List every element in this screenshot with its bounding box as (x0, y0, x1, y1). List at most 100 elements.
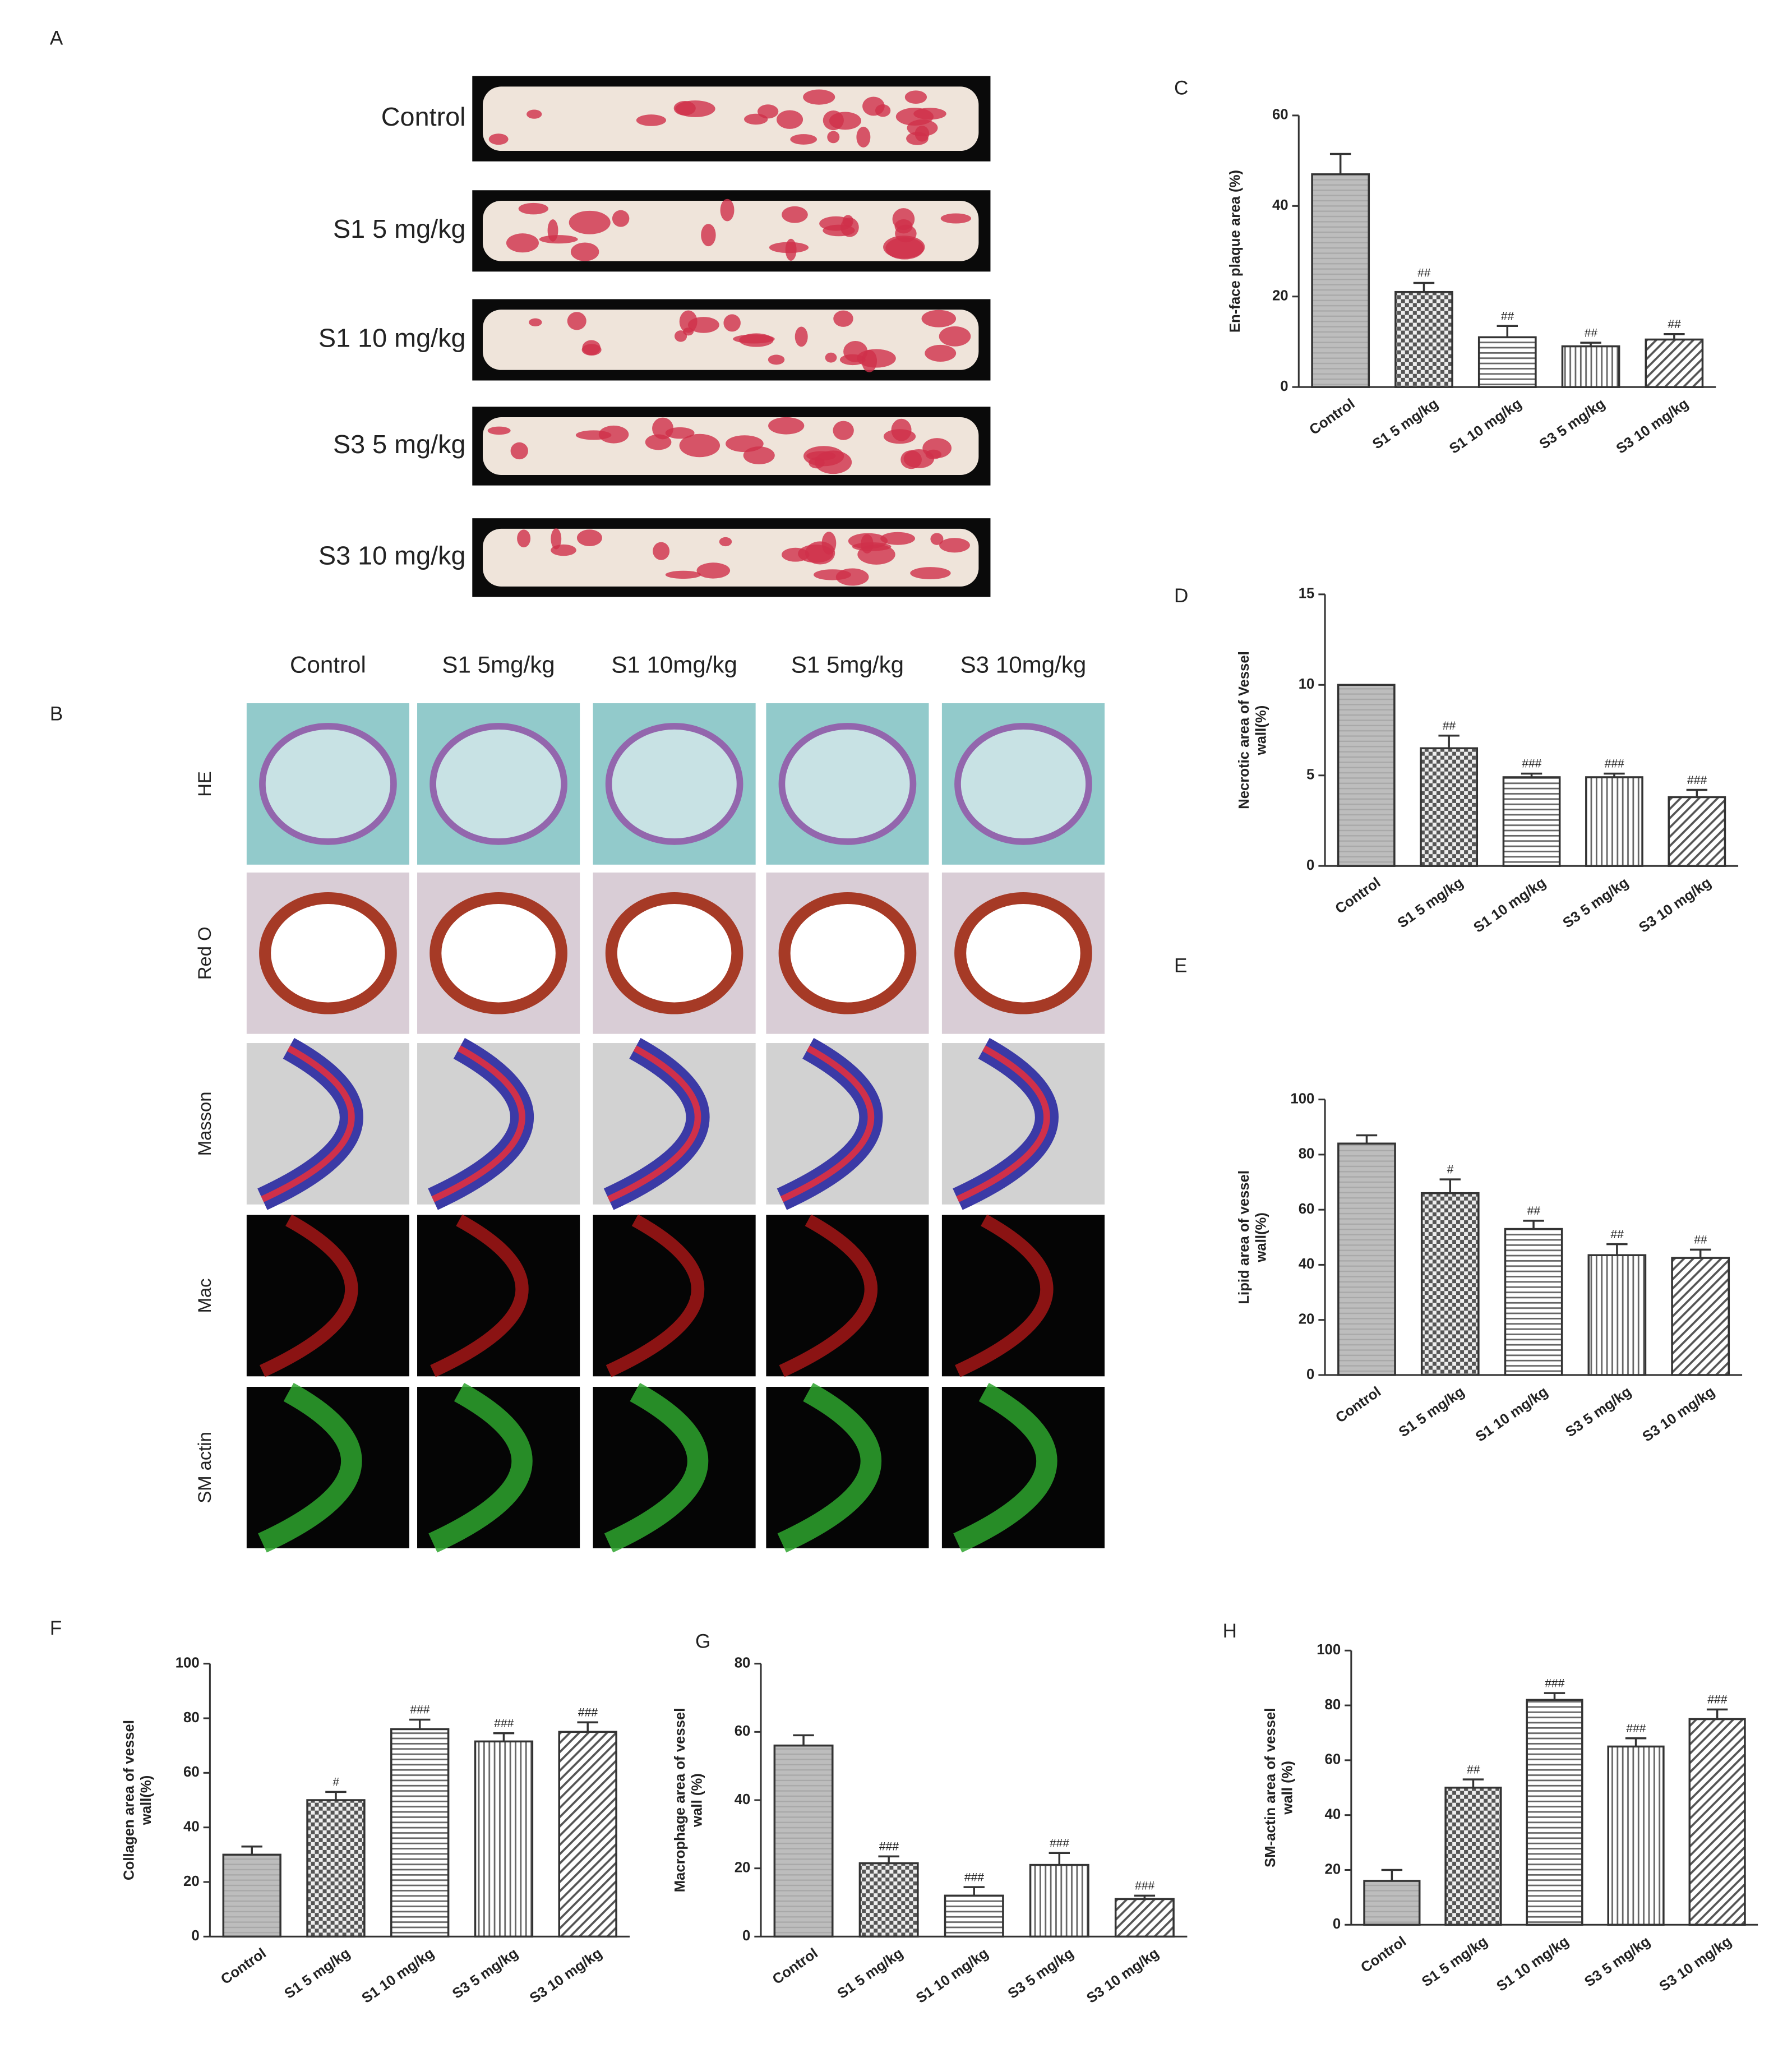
bar (474, 1740, 534, 1938)
x-tick-label: S3 10 mg/kg (1656, 1934, 1734, 1995)
plaque-spot (930, 533, 944, 545)
plaque-spot (719, 537, 732, 547)
y-tick-label: 40 (183, 1819, 200, 1834)
plaque-spot (488, 133, 509, 145)
vessel-section (259, 723, 397, 845)
x-tick-label: S3 5 mg/kg (1582, 1934, 1653, 1990)
plaque-spot (939, 538, 970, 553)
y-axis-label: Lipid area of vessel (1236, 1170, 1252, 1304)
x-tick-label: S3 10 mg/kg (1636, 875, 1714, 936)
error-bar (1438, 734, 1460, 749)
vessel-section (605, 723, 743, 845)
bar (1394, 290, 1453, 388)
panel-label: D (1174, 585, 1188, 607)
significance-label: ### (879, 1840, 899, 1853)
error-bar (1439, 1178, 1461, 1193)
vessel-section (954, 892, 1092, 1014)
x-tick-label: Control (770, 1945, 821, 1987)
significance-label: # (332, 1776, 339, 1789)
significance-label: ### (1707, 1694, 1727, 1706)
y-tick-label: 80 (1299, 1146, 1315, 1162)
column-header: S1 5mg/kg (442, 652, 555, 678)
plaque-spot (768, 354, 785, 365)
vessel-section (954, 723, 1092, 845)
vessel-section (258, 1382, 362, 1553)
vessel-section (777, 1382, 881, 1553)
plaque-spot (921, 310, 957, 327)
y-tick-label: 60 (735, 1723, 751, 1739)
x-tick-label: S1 5 mg/kg (1370, 396, 1441, 453)
row-label: Mac (194, 1278, 215, 1313)
plaque-spot (636, 114, 667, 126)
vessel-section (607, 1045, 701, 1202)
plaque-spot (861, 534, 874, 553)
plaque-spot (803, 89, 835, 105)
plaque-spot (856, 126, 871, 147)
x-tick-label: Control (1306, 396, 1357, 438)
significance-label: ## (1442, 719, 1456, 732)
error-bar (1049, 1852, 1070, 1865)
y-tick-label: 80 (1325, 1697, 1341, 1713)
error-bar (325, 1791, 347, 1801)
error-bar (1544, 1692, 1565, 1700)
y-tick-label: 0 (1333, 1916, 1341, 1932)
vessel-section (778, 892, 917, 1014)
plaque-spot (726, 435, 764, 453)
plaque-spot (526, 109, 542, 119)
vessel-section (604, 1382, 709, 1553)
vessel-section (429, 723, 567, 845)
significance-label: ### (1604, 758, 1624, 771)
vessel-section (780, 1045, 874, 1202)
error-bar (1706, 1708, 1728, 1719)
y-axis-label: wall (%) (690, 1773, 705, 1828)
plaque-spot (782, 206, 808, 223)
y-tick-label: 0 (1280, 379, 1288, 394)
significance-label: ### (1687, 774, 1707, 787)
bar (1671, 1257, 1730, 1376)
x-tick-label: S3 10 mg/kg (1639, 1384, 1717, 1445)
aorta-label: S1 5 mg/kg (333, 214, 466, 243)
plaque-spot (790, 134, 817, 145)
vessel-section (259, 892, 397, 1014)
plaque-spot (673, 101, 696, 116)
plaque-spot (701, 224, 716, 247)
vessel-section (953, 1382, 1057, 1553)
error-bar (241, 1845, 262, 1855)
aorta-label: S3 10 mg/kg (318, 541, 466, 570)
bar (773, 1744, 834, 1938)
panel-label: B (50, 703, 63, 725)
significance-label: ## (1668, 318, 1681, 331)
y-tick-label: 60 (1299, 1201, 1315, 1217)
bar (1029, 1863, 1089, 1938)
row-label: HE (194, 771, 215, 797)
y-tick-label: 40 (1272, 197, 1288, 213)
bar (390, 1728, 450, 1938)
plaque-spot (922, 438, 952, 458)
aorta-label: S3 5 mg/kg (333, 430, 466, 459)
y-tick-label: 60 (1325, 1752, 1341, 1768)
plaque-spot (940, 213, 971, 224)
plaque-spot (806, 451, 836, 461)
x-tick-label: S1 5 mg/kg (1396, 1384, 1467, 1441)
x-tick-label: S1 10 mg/kg (1473, 1384, 1551, 1445)
y-tick-label: 80 (735, 1655, 751, 1671)
plaque-spot (835, 568, 869, 586)
plaque-spot (880, 532, 915, 545)
column-header: Control (290, 652, 366, 678)
panel-label: A (50, 27, 63, 49)
significance-label: ## (1584, 326, 1597, 339)
x-tick-label: S3 5 mg/kg (1005, 1945, 1077, 2002)
x-tick-label: S3 10 mg/kg (1614, 396, 1692, 457)
vessel-section (430, 1214, 529, 1377)
y-tick-label: 20 (1325, 1861, 1341, 1877)
y-axis-label: Necrotic area of Vessel (1236, 651, 1252, 809)
column-header: S1 5mg/kg (791, 652, 904, 678)
significance-label: ### (964, 1871, 984, 1884)
row-label: SM actin (194, 1432, 215, 1503)
plaque-spot (510, 442, 528, 460)
bar (1311, 173, 1370, 388)
vessel-section (261, 1045, 355, 1202)
vessel-section (431, 1045, 525, 1202)
y-tick-label: 40 (1325, 1806, 1341, 1822)
significance-label: ### (1522, 758, 1541, 771)
